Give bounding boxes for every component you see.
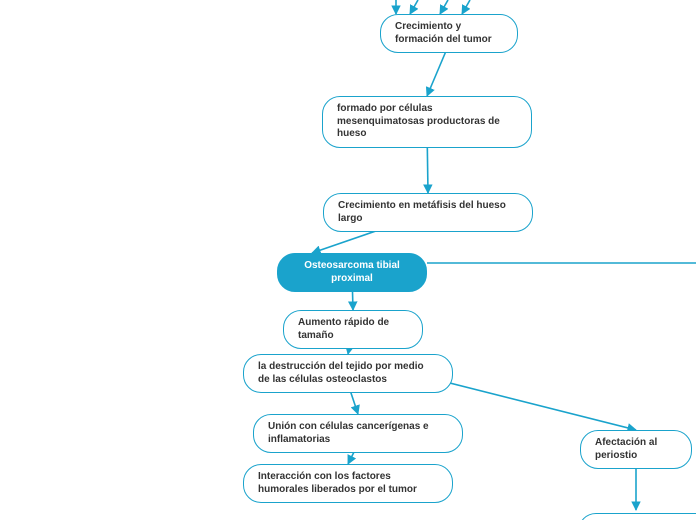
node-n6: la destrucción del tejido por medio de l… [243, 354, 453, 393]
node-n7: Unión con células cancerígenas e inflama… [253, 414, 463, 453]
node-n8: Interacción con los factores humorales l… [243, 464, 453, 503]
node-n9: Afectación al periostio [580, 430, 692, 469]
node-n4: Osteosarcoma tibial proximal [277, 253, 427, 292]
node-n5: Aumento rápido de tamaño [283, 310, 423, 349]
node-n2: formado por células mesenquimatosas prod… [322, 96, 532, 148]
node-n10: Irritación en las terminaciones [578, 513, 696, 520]
node-n3: Crecimiento en metáfisis del hueso largo [323, 193, 533, 232]
flowchart-canvas: { "diagram": { "type": "flowchart", "bac… [0, 0, 696, 520]
node-n1: Crecimiento y formación del tumor [380, 14, 518, 53]
